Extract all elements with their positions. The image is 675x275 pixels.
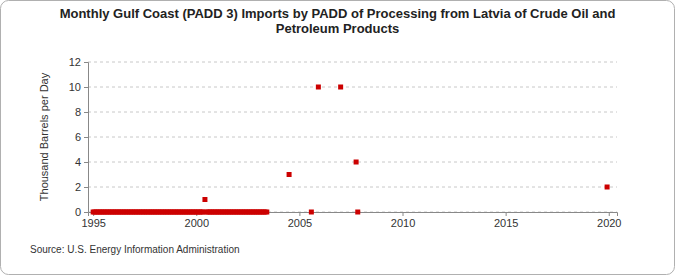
tick-label: 2020: [597, 217, 621, 229]
tick-mark: [84, 162, 88, 163]
tick-label: 10: [69, 81, 81, 93]
grid-line: [88, 62, 617, 63]
point: [354, 160, 359, 165]
tick: 6: [75, 131, 88, 143]
tick-mark: [84, 187, 88, 188]
points: [91, 85, 610, 215]
grid: [88, 62, 617, 212]
chart: Monthly Gulf Coast (PADD 3) Imports by P…: [0, 0, 675, 275]
tick-label: 2000: [185, 217, 209, 229]
title: Monthly Gulf Coast (PADD 3) Imports by P…: [60, 6, 616, 36]
tick: 1995: [81, 212, 105, 229]
tick: 8: [75, 106, 88, 118]
point: [309, 210, 314, 215]
tick: 2005: [288, 212, 312, 229]
tick-label: 2010: [391, 217, 415, 229]
tick-mark: [506, 212, 507, 216]
tick-label: 2: [75, 181, 81, 193]
point: [264, 210, 269, 215]
tick: 2: [75, 181, 88, 193]
tick: 2010: [391, 212, 415, 229]
point: [338, 85, 343, 90]
point: [605, 185, 610, 190]
point: [316, 85, 321, 90]
point: [355, 210, 360, 215]
tick-mark: [403, 212, 404, 216]
tick-label: 0: [75, 206, 81, 218]
tick: 2000: [185, 212, 209, 229]
grid-line: [88, 187, 617, 188]
tick: 2020: [597, 212, 621, 229]
grid-line: [88, 112, 617, 113]
tick-label: 12: [69, 56, 81, 68]
grid-line: [88, 87, 617, 88]
tick-mark: [84, 87, 88, 88]
grid-line: [88, 162, 617, 163]
tick-mark: [609, 212, 610, 216]
axis-line: [84, 63, 89, 213]
tick: 0: [75, 206, 88, 218]
tick-label: 2015: [494, 217, 518, 229]
tick-mark: [84, 212, 88, 213]
frame: [1, 1, 675, 275]
tick-label: 4: [75, 156, 81, 168]
tick: 4: [75, 156, 88, 168]
point: [202, 197, 207, 202]
grid-line: [88, 137, 617, 138]
tick-mark: [84, 112, 88, 113]
tick-label: 2005: [288, 217, 312, 229]
tick-label: 1995: [81, 217, 105, 229]
tick: 10: [69, 81, 88, 93]
tick: 12: [69, 56, 88, 68]
source: Source: U.S. Energy Information Administ…: [30, 244, 240, 255]
tick: 2015: [494, 212, 518, 229]
tick-mark: [84, 137, 88, 138]
y-axis: 0 2 4 6 8 10 12: [69, 56, 89, 218]
x-axis: 1995 2000 2005 2010 2015 2020: [81, 212, 621, 229]
tick-mark: [84, 62, 88, 63]
tick-label: 8: [75, 106, 81, 118]
point: [287, 172, 292, 177]
tick-label: 6: [75, 131, 81, 143]
tick-mark: [299, 212, 300, 216]
y-axis-label: Thousand Barrels per Day: [38, 72, 50, 201]
